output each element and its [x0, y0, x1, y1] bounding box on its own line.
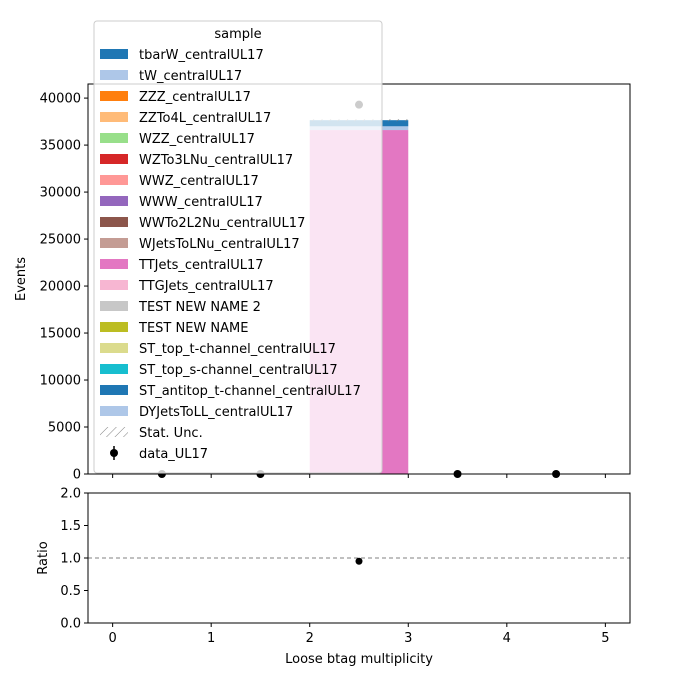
legend-label: Stat. Unc.	[139, 426, 203, 441]
legend-swatch	[100, 343, 128, 353]
main-panel: 0 5000 10000 15000 20000 25000 30000 35000 40000…	[14, 20, 631, 483]
legend-swatch-hatch	[100, 427, 128, 437]
legend-swatch	[100, 49, 128, 59]
x-tick-label: 2	[306, 631, 314, 646]
y-tick-label: 40000	[40, 92, 81, 107]
legend-swatch	[100, 238, 128, 248]
legend-label: WZTo3LNu_centralUL17	[139, 153, 293, 168]
legend: sample tbarW_centralUL17 tW_centralUL17 ZZZ…	[93, 20, 383, 474]
legend-title: sample	[214, 27, 261, 42]
legend-label: WJetsToLNu_centralUL17	[139, 237, 300, 252]
legend-swatch	[100, 217, 128, 227]
y-tick-label: 10000	[40, 374, 81, 389]
ratio-y-tick-label: 1.5	[60, 519, 81, 534]
main-x-ticks	[112, 474, 606, 478]
y-tick-label: 20000	[40, 280, 81, 295]
legend-swatch	[100, 322, 128, 332]
ratio-point	[355, 557, 363, 565]
ratio-x-axis: 0 1 2 3 4 5	[108, 623, 610, 646]
ratio-points	[355, 557, 363, 565]
main-y-axis: 0 5000 10000 15000 20000 25000 30000 35000 40000	[40, 92, 88, 483]
legend-label: ST_top_s-channel_centralUL17	[139, 363, 338, 378]
legend-label: TEST NEW NAME	[138, 321, 248, 336]
ratio-y-tick-label: 1.0	[60, 552, 81, 567]
legend-label: ST_top_t-channel_centralUL17	[139, 342, 336, 357]
legend-box	[93, 20, 383, 474]
ratio-y-tick-label: 0.0	[60, 617, 81, 632]
y-tick-label: 35000	[40, 139, 81, 154]
legend-swatch	[100, 259, 128, 269]
legend-label: WWTo2L2Nu_centralUL17	[139, 216, 305, 231]
legend-label: TEST NEW NAME 2	[138, 300, 261, 315]
legend-swatch	[100, 133, 128, 143]
legend-swatch	[100, 196, 128, 206]
y-tick-label: 25000	[40, 233, 81, 248]
legend-label: tbarW_centralUL17	[139, 48, 264, 63]
legend-swatch	[100, 364, 128, 374]
y-tick-label: 15000	[40, 327, 81, 342]
legend-label: ST_antitop_t-channel_centralUL17	[139, 384, 361, 399]
legend-marker	[110, 449, 118, 457]
x-tick-label: 0	[108, 631, 116, 646]
ratio-y-tick-label: 0.5	[60, 584, 81, 599]
ratio-panel: 0.0 0.5 1.0 1.5 2.0 0 1 2 3 4 5 Ratio Loose btag …	[36, 487, 631, 667]
ratio-y-axis: 0.0 0.5 1.0 1.5 2.0	[60, 487, 88, 632]
legend-swatch	[100, 154, 128, 164]
main-y-axis-label: Events	[14, 257, 29, 301]
x-axis-label: Loose btag multiplicity	[285, 652, 433, 667]
legend-label: ZZZ_centralUL17	[139, 90, 251, 105]
ratio-y-tick-label: 2.0	[60, 487, 81, 502]
legend-label: tW_centralUL17	[139, 69, 242, 84]
legend-label: TTJets_centralUL17	[138, 258, 264, 273]
legend-swatch	[100, 406, 128, 416]
y-tick-label: 5000	[48, 421, 81, 436]
legend-label: WZZ_centralUL17	[139, 132, 255, 147]
legend-swatch	[100, 91, 128, 101]
legend-label: WWW_centralUL17	[139, 195, 263, 210]
x-tick-label: 4	[503, 631, 511, 646]
y-tick-label: 0	[73, 468, 81, 483]
legend-label: TTGJets_centralUL17	[138, 279, 274, 294]
x-tick-label: 5	[601, 631, 609, 646]
legend-label: ZZTo4L_centralUL17	[139, 111, 271, 126]
legend-swatch	[100, 280, 128, 290]
legend-swatch	[100, 70, 128, 80]
y-tick-label: 30000	[40, 186, 81, 201]
legend-label: data_UL17	[139, 447, 208, 462]
x-tick-label: 3	[404, 631, 412, 646]
legend-swatch	[100, 112, 128, 122]
x-tick-label: 1	[207, 631, 215, 646]
legend-swatch	[100, 385, 128, 395]
legend-label: WWZ_centralUL17	[139, 174, 259, 189]
ratio-y-axis-label: Ratio	[36, 541, 51, 574]
legend-label: DYJetsToLL_centralUL17	[139, 405, 293, 420]
legend-swatch	[100, 175, 128, 185]
legend-swatch	[100, 301, 128, 311]
